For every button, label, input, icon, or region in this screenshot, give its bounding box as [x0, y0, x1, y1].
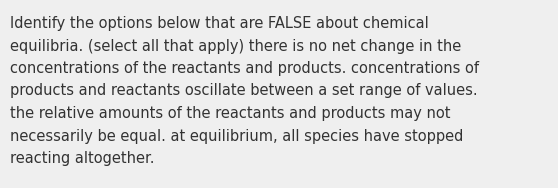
- Text: the relative amounts of the reactants and products may not: the relative amounts of the reactants an…: [10, 106, 450, 121]
- Text: necessarily be equal. at equilibrium, all species have stopped: necessarily be equal. at equilibrium, al…: [10, 129, 463, 143]
- Text: reacting altogether.: reacting altogether.: [10, 151, 155, 166]
- Text: Identify the options below that are FALSE about chemical: Identify the options below that are FALS…: [10, 16, 429, 31]
- Text: equilibria. (select all that apply) there is no net change in the: equilibria. (select all that apply) ther…: [10, 39, 461, 54]
- Text: concentrations of the reactants and products. concentrations of: concentrations of the reactants and prod…: [10, 61, 479, 76]
- Text: products and reactants oscillate between a set range of values.: products and reactants oscillate between…: [10, 83, 478, 99]
